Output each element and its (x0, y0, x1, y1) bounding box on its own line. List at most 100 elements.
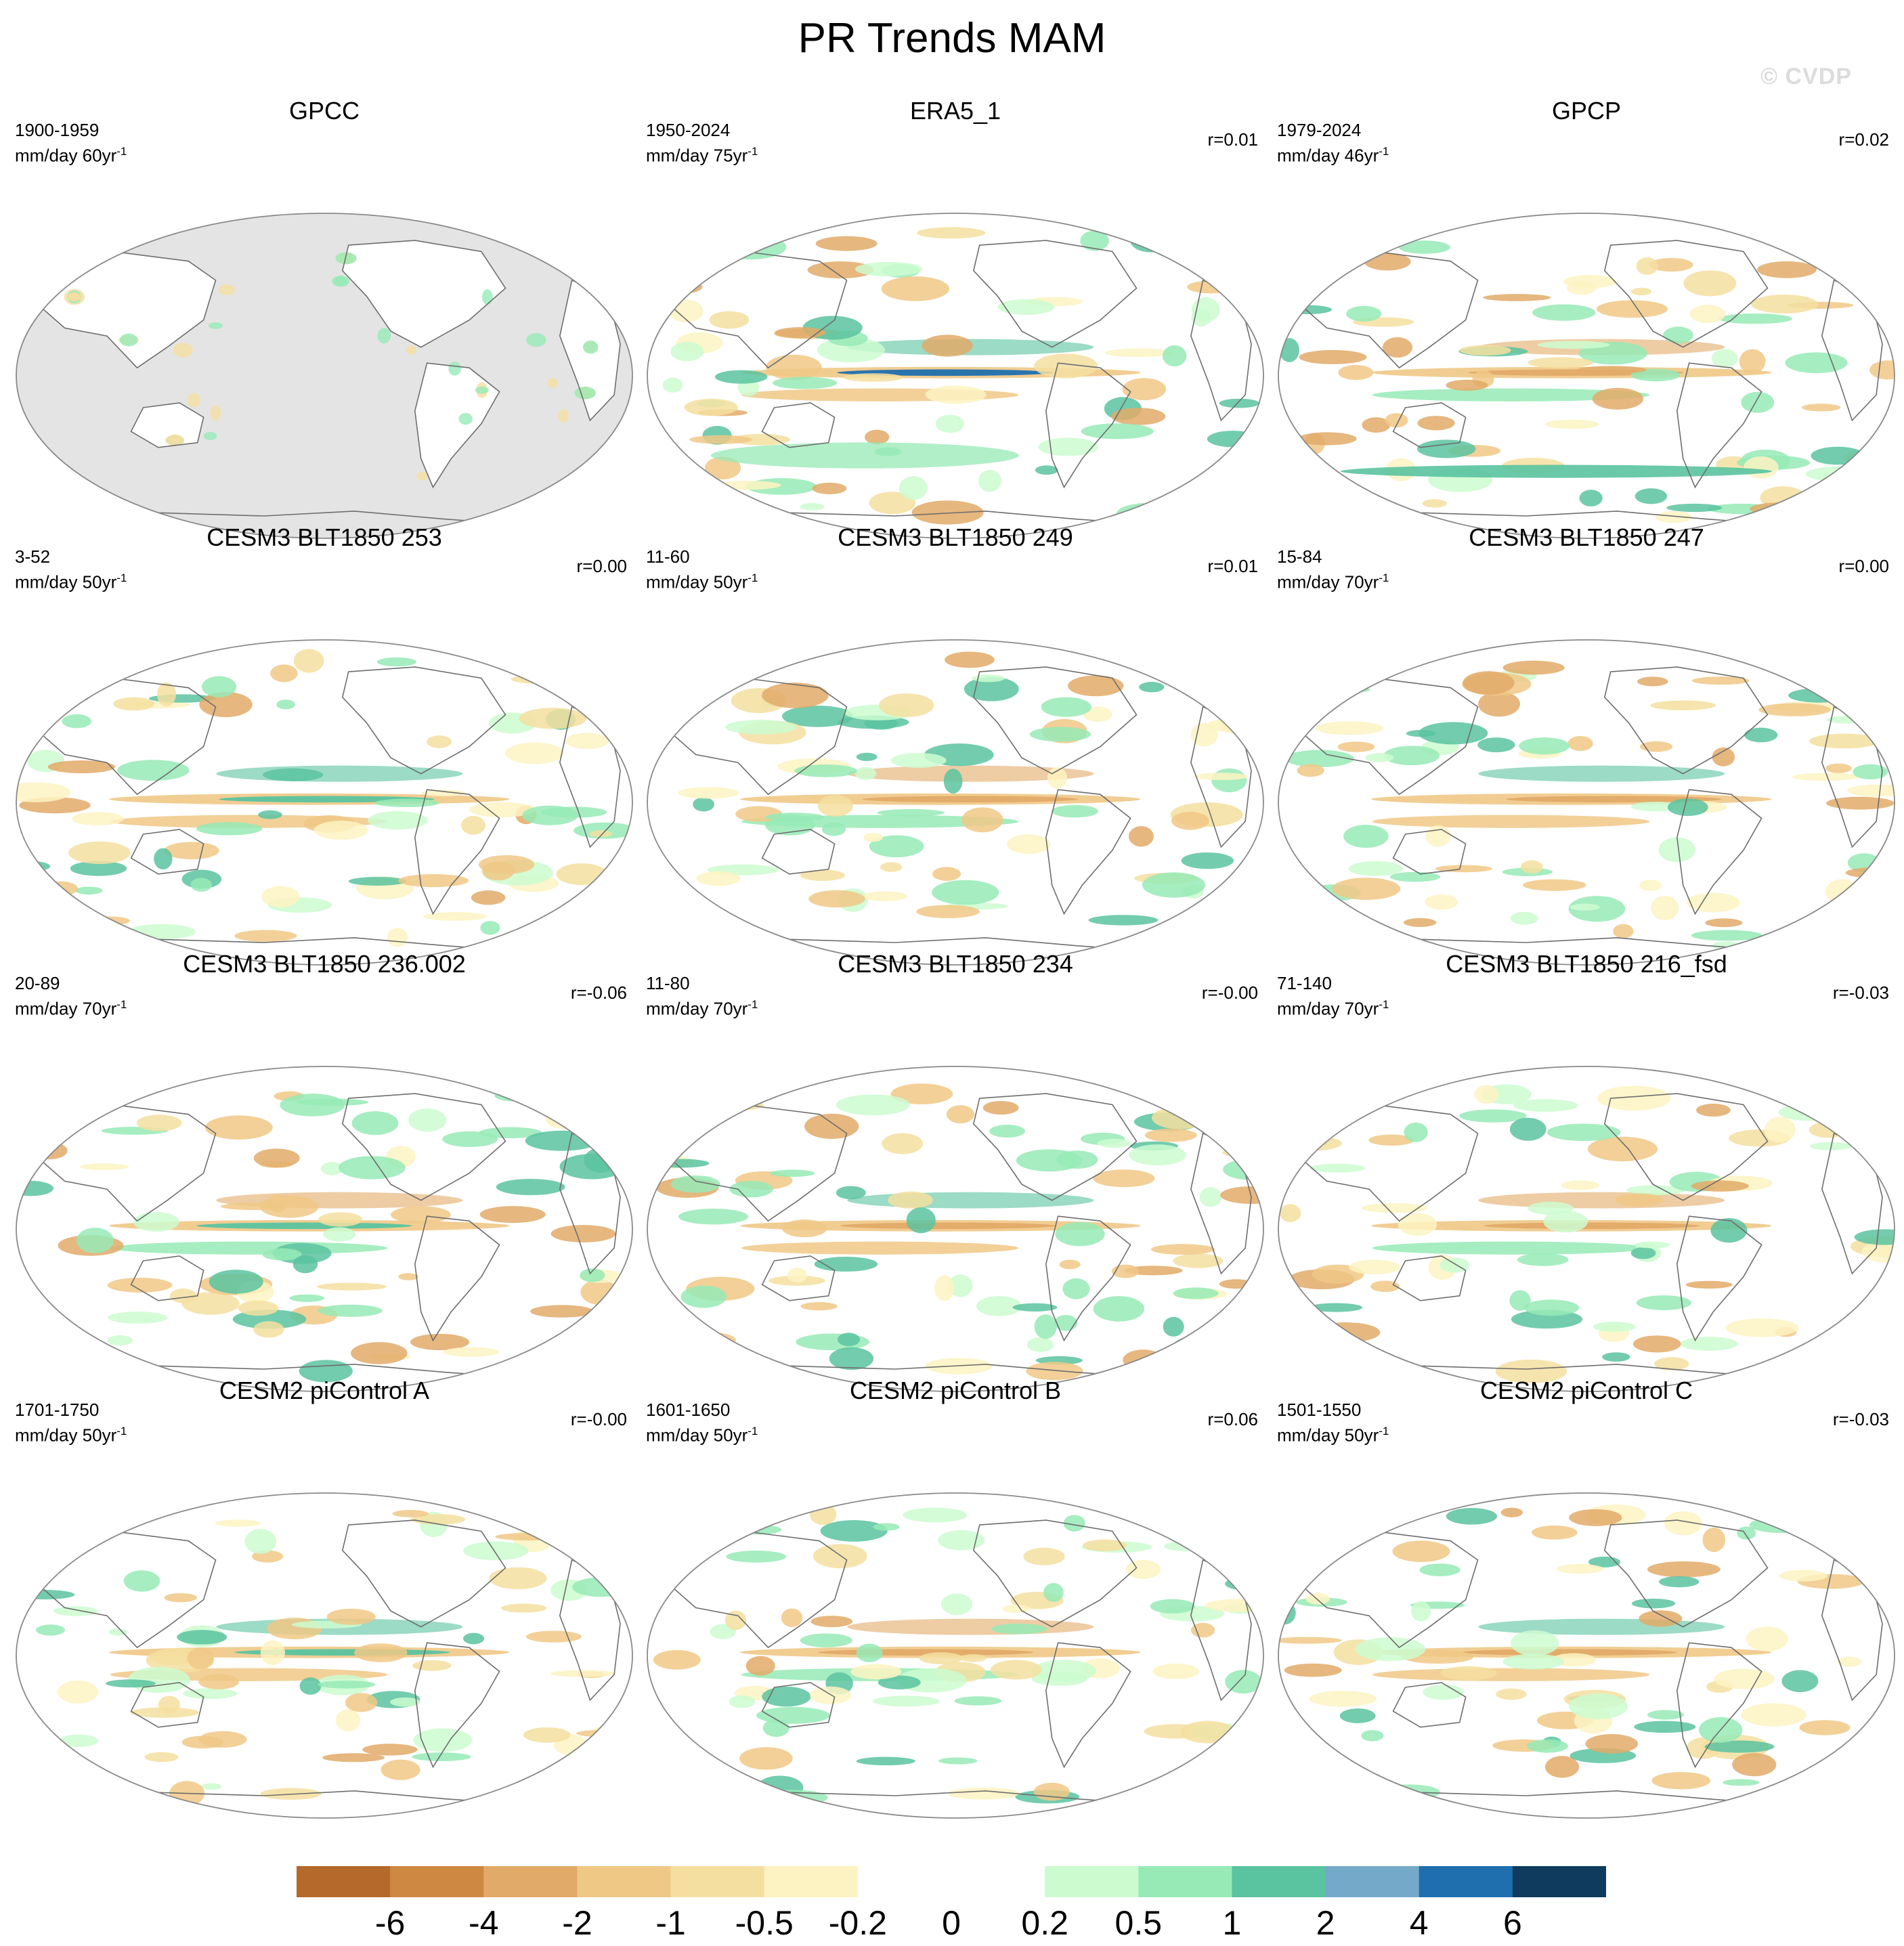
antarctica-coastline (1420, 1790, 1753, 1803)
trend-map (1278, 1066, 1895, 1392)
trend-patch (1630, 368, 1681, 382)
panel-units-text: mm/day 70yr (1277, 998, 1379, 1019)
trend-patch (757, 506, 778, 523)
trend-patch (982, 1100, 1019, 1115)
trend-map (647, 213, 1264, 539)
map-panel-1: GPCC 1900-1959 mm/day 60yr-1 (9, 95, 639, 542)
trend-patch (387, 928, 408, 947)
trend-patch (1545, 419, 1599, 429)
trend-patch (1171, 1337, 1205, 1364)
trend-patch (1825, 763, 1852, 773)
trend-patch (190, 878, 213, 892)
panel-period: 1950-2024 (646, 120, 731, 140)
trend-patch (1365, 753, 1394, 762)
colorbar-tick-label: 1 (1222, 1904, 1242, 1942)
trend-patch (1346, 305, 1382, 322)
trend-patch (215, 1519, 261, 1527)
colorbar-tick-label: -0.5 (735, 1904, 794, 1942)
globe-frame (1278, 639, 1895, 966)
trend-patch (1650, 700, 1716, 711)
trend-patch (865, 429, 890, 445)
trend-patch (919, 1652, 963, 1664)
trend-patch (808, 890, 865, 908)
trend-patch (696, 871, 741, 886)
trend-patch (156, 682, 176, 707)
colorbar-segment (1325, 1866, 1420, 1897)
trend-patch (1854, 1229, 1895, 1245)
north-america-coastline (341, 666, 506, 775)
trend-patch (1038, 437, 1098, 456)
panel-period: 1979-2024 (1277, 120, 1362, 140)
trend-patch (1123, 1349, 1164, 1370)
trend-patch (878, 1675, 921, 1690)
trend-patch (313, 821, 368, 840)
trend-patch (1544, 1756, 1580, 1778)
trend-patch (1418, 722, 1488, 745)
panel-units: mm/day 60yr-1 (15, 141, 127, 167)
trend-patch (316, 1282, 387, 1291)
trend-patch (108, 1312, 168, 1324)
asia-coastline (668, 1530, 848, 1649)
trend-patch (1306, 1787, 1366, 1807)
panel-title: CESM3 BLT1850 253 (207, 523, 442, 551)
trend-patch (22, 1122, 56, 1133)
trend-patch (318, 1680, 376, 1689)
trend-patch (899, 476, 928, 500)
trend-patch (1685, 1280, 1733, 1289)
trend-patch (351, 1111, 399, 1136)
trend-patch (689, 435, 753, 444)
trend-patch (948, 1787, 1020, 1800)
trend-patch (479, 1127, 542, 1138)
globe-frame (647, 1066, 1264, 1392)
map-panel-10: CESM2 piControl A 1701-1750 mm/day 50yr-1 r… (9, 1375, 639, 1821)
trend-patch (856, 1643, 883, 1662)
trend-patch (150, 1651, 195, 1666)
north-america-coastline (341, 1093, 506, 1201)
map-panel-3: GPCP 1979-2024 mm/day 46yr-1 r=0.02 (1272, 95, 1901, 542)
trend-patch (1164, 1541, 1206, 1551)
trend-patch (423, 911, 487, 921)
trend-patch (177, 1630, 228, 1645)
panel-period: 1701-1750 (15, 1400, 100, 1420)
trend-patch (650, 697, 691, 718)
trend-patch (1110, 408, 1166, 425)
trend-patch (368, 810, 428, 830)
colorbar-tick-label: 0.5 (1115, 1904, 1163, 1942)
trend-patch (1510, 911, 1538, 925)
colorbar-segment (577, 1866, 672, 1897)
trend-patch (1732, 1752, 1777, 1777)
colorbar-segment (1138, 1866, 1232, 1897)
trend-patch (1658, 837, 1695, 863)
trend-patch (714, 370, 768, 384)
antarctica-coastline (789, 937, 1122, 950)
trend-patch (1667, 798, 1708, 817)
trend-map (1278, 213, 1895, 539)
trend-patch (1355, 1637, 1426, 1662)
trend-patch (1796, 1095, 1847, 1105)
trend-patch (890, 1083, 953, 1104)
trend-patch (989, 1125, 1025, 1138)
trend-patch (525, 1130, 599, 1151)
trend-patch (766, 354, 822, 381)
trend-patch (1809, 733, 1880, 749)
trend-patch (536, 1078, 595, 1100)
trend-patch (1034, 353, 1098, 379)
trend-patch (1563, 275, 1617, 288)
trend-patch (922, 334, 973, 357)
trend-patch (1655, 511, 1692, 523)
trend-patch (1712, 747, 1735, 766)
trend-patch (1187, 280, 1236, 294)
trend-patch (1224, 242, 1251, 267)
trend-patch (323, 1227, 356, 1242)
globe-frame (1278, 1492, 1895, 1819)
trend-patch (991, 1623, 1047, 1635)
trend-patch (1517, 1253, 1569, 1266)
panel-correlation: r=-0.03 (1832, 1409, 1889, 1429)
trend-patch (1659, 1576, 1700, 1588)
trend-patch (572, 1577, 630, 1597)
trend-patch (762, 683, 829, 708)
trend-patch (820, 1520, 888, 1542)
south-tropical-band (741, 1241, 1019, 1255)
south-america-coastline (1045, 1642, 1131, 1769)
trend-patch (79, 1163, 129, 1171)
